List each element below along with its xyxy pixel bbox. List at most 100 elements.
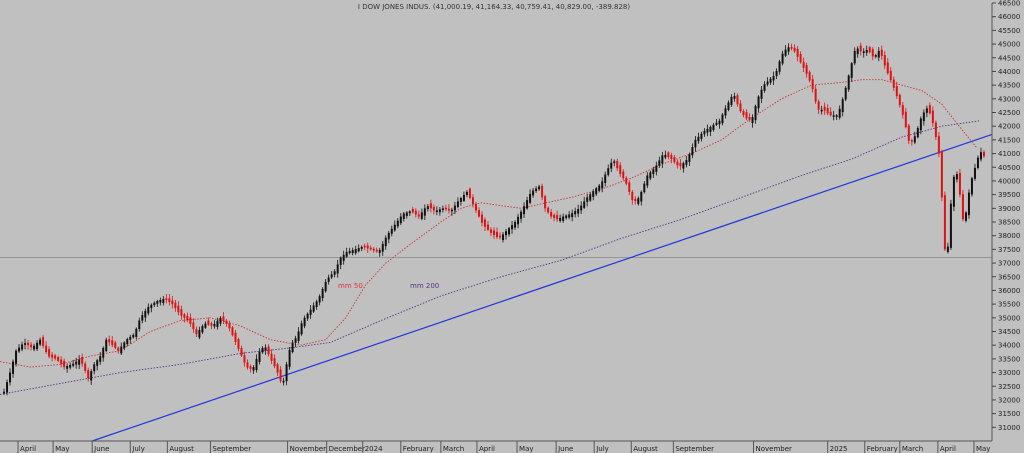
candle — [390, 225, 393, 237]
candle — [156, 299, 159, 307]
candle — [859, 42, 862, 56]
candle — [658, 156, 661, 168]
candle — [817, 99, 820, 114]
candle — [760, 86, 763, 104]
candle — [72, 359, 75, 368]
moving-averages — [0, 79, 981, 395]
candle — [838, 105, 841, 120]
candle — [357, 244, 360, 253]
candle — [691, 143, 694, 159]
candle — [886, 57, 889, 75]
candle — [826, 104, 829, 116]
candle — [640, 190, 643, 206]
candle — [426, 204, 429, 212]
candle — [138, 317, 141, 332]
candle — [613, 159, 616, 167]
candle — [192, 318, 195, 333]
candle — [309, 305, 312, 319]
candle — [336, 259, 339, 278]
candle — [925, 105, 928, 118]
candle — [757, 95, 760, 113]
candle — [952, 175, 955, 212]
candle — [141, 311, 144, 324]
candle — [583, 196, 586, 210]
candle — [529, 189, 532, 205]
candle — [57, 355, 60, 363]
x-tick-label: August — [633, 445, 658, 453]
x-tick-label: July — [595, 445, 609, 453]
candle — [363, 243, 366, 251]
candle — [255, 354, 258, 373]
candle — [120, 342, 123, 356]
y-tick-label: 36500 — [998, 273, 1020, 281]
candle — [15, 349, 18, 367]
candle — [489, 227, 492, 236]
candle — [429, 199, 432, 213]
y-tick-label: 33500 — [998, 355, 1020, 363]
candle — [751, 114, 754, 128]
candle — [444, 204, 447, 212]
candle — [499, 232, 502, 240]
candle — [300, 320, 303, 336]
candle — [670, 152, 673, 164]
y-tick-label: 42500 — [998, 109, 1020, 117]
candle — [147, 303, 150, 316]
candle — [874, 53, 877, 59]
candle — [261, 346, 264, 354]
candle — [318, 294, 321, 306]
candle — [868, 45, 871, 54]
candle — [511, 221, 514, 234]
y-tick-label: 44000 — [998, 68, 1020, 76]
candle — [556, 210, 559, 222]
candle — [402, 211, 405, 222]
candle — [360, 245, 363, 252]
y-tick-label: 39500 — [998, 191, 1020, 199]
candle — [243, 351, 246, 367]
candle — [505, 229, 508, 240]
candle — [814, 85, 817, 104]
candle — [213, 320, 216, 329]
candle — [769, 76, 772, 85]
candle — [745, 109, 748, 121]
candle — [898, 93, 901, 108]
candle — [6, 379, 9, 396]
candle — [465, 190, 468, 198]
y-tick-label: 37000 — [998, 260, 1020, 268]
x-tick-label: March — [443, 445, 464, 453]
candle — [808, 70, 811, 83]
candle — [778, 59, 781, 75]
x-tick-label: November — [756, 445, 793, 453]
candle — [625, 176, 628, 186]
y-tick-label: 35000 — [998, 314, 1020, 322]
y-axis: 31000 31500 32000 32500 33000 33500 34000 34500… — [991, 0, 1020, 441]
candle — [90, 369, 93, 385]
candle — [240, 345, 243, 357]
x-tick-label: 2024 — [365, 445, 383, 453]
candle — [99, 351, 102, 365]
candle — [450, 207, 453, 216]
candle — [249, 364, 252, 373]
candle — [306, 312, 309, 321]
chart-title: I DOW JONES INDUS. (41,000.19, 41,164.33… — [358, 3, 630, 11]
candle — [297, 327, 300, 344]
candle — [225, 318, 228, 327]
candle — [9, 368, 12, 386]
candle — [399, 212, 402, 226]
candle — [748, 113, 751, 122]
candle — [315, 299, 318, 310]
candle — [210, 321, 213, 330]
candle — [580, 201, 583, 214]
candle — [853, 47, 856, 66]
candle — [126, 337, 129, 347]
candle — [201, 324, 204, 335]
x-tick-label: April — [479, 445, 495, 453]
candle — [123, 341, 126, 351]
candle — [916, 126, 919, 139]
candle — [93, 361, 96, 375]
candle — [679, 159, 682, 170]
candle — [270, 349, 273, 364]
candle — [589, 192, 592, 202]
candle — [790, 43, 793, 51]
candle — [526, 196, 529, 210]
